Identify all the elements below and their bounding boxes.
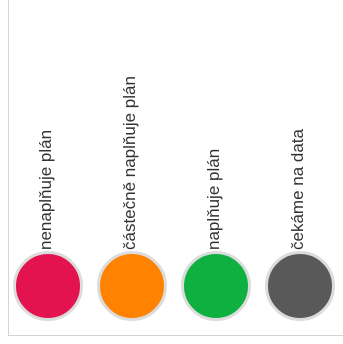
legend-item-not-fulfilling: nenaplňuje plán [8, 0, 92, 336]
status-swatch-gray [265, 251, 335, 321]
status-swatch-red [13, 251, 83, 321]
legend-item-fulfilling: naplňuje plán [176, 0, 260, 336]
legend-item-awaiting-data: čekáme na data [260, 0, 343, 336]
legend-border-left [8, 0, 9, 336]
legend-label: nenaplňuje plán [36, 129, 55, 250]
status-swatch-green [181, 251, 251, 321]
legend-label: čekáme na data [288, 129, 307, 250]
legend-item-partially-fulfilling: částečně naplňuje plán [92, 0, 176, 336]
legend-label: částečně naplňuje plán [120, 76, 139, 250]
legend-label: naplňuje plán [204, 148, 223, 250]
legend-border-bottom [8, 335, 343, 336]
status-swatch-orange [97, 251, 167, 321]
